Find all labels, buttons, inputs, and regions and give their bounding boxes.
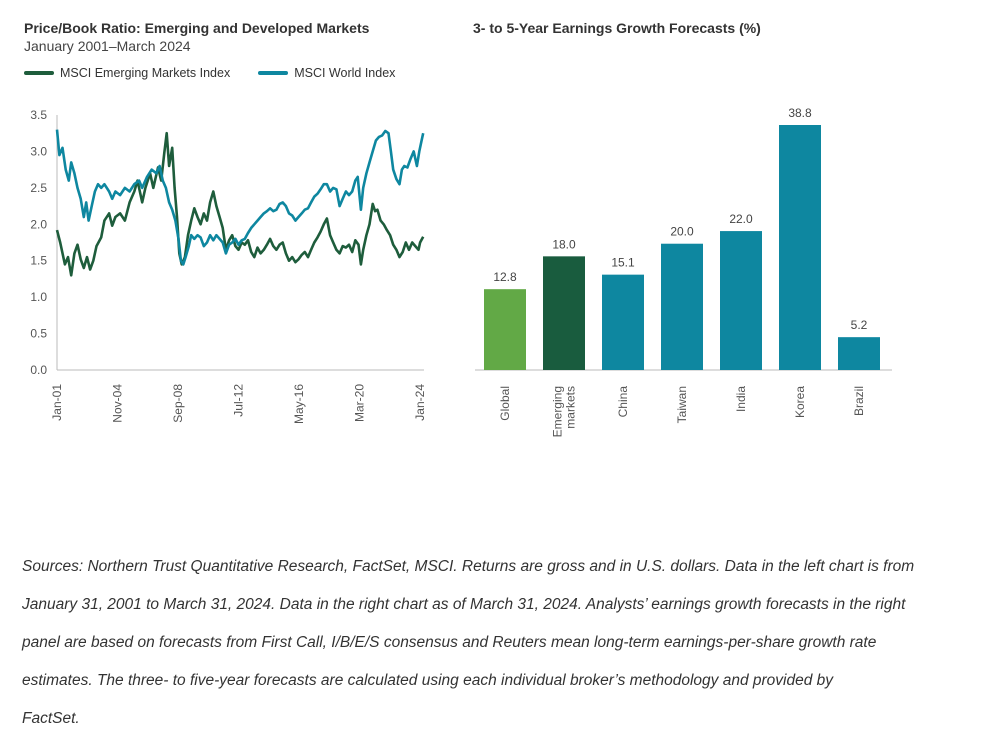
bar bbox=[661, 243, 703, 370]
bar-category-label: markets bbox=[564, 386, 578, 429]
legend-item-world: MSCI World Index bbox=[258, 66, 395, 80]
bar-value-label: 38.8 bbox=[788, 106, 812, 120]
bar-category-label: Global bbox=[498, 386, 512, 421]
bar-category-label: Emerging bbox=[551, 386, 565, 437]
footnote-line: January 31, 2001 to March 31, 2024. Data… bbox=[22, 596, 906, 613]
bar bbox=[779, 125, 821, 370]
y-tick-label: 0.0 bbox=[30, 363, 47, 377]
y-tick-label: 3.0 bbox=[30, 144, 47, 158]
bar-category-label: India bbox=[734, 386, 748, 412]
bar-value-label: 22.0 bbox=[729, 212, 753, 226]
y-tick-label: 0.5 bbox=[30, 327, 47, 341]
bar bbox=[720, 231, 762, 370]
bar bbox=[602, 274, 644, 370]
x-tick-label: Mar-20 bbox=[353, 384, 367, 422]
bar-value-label: 18.0 bbox=[552, 237, 576, 251]
legend-swatch-emerging bbox=[24, 71, 54, 75]
y-tick-label: 1.5 bbox=[30, 254, 47, 268]
bar bbox=[543, 256, 585, 370]
legend-item-emerging: MSCI Emerging Markets Index bbox=[24, 66, 230, 80]
right-chart-title: 3- to 5-Year Earnings Growth Forecasts (… bbox=[473, 20, 761, 36]
bar bbox=[838, 337, 880, 370]
sources-footnote: Sources: Northern Trust Quantitative Res… bbox=[22, 548, 992, 738]
left-chart-subtitle: January 2001–March 2024 bbox=[24, 38, 191, 54]
bar-value-label: 12.8 bbox=[493, 270, 517, 284]
bar-category-label: China bbox=[616, 386, 630, 418]
footnote-line: panel are based on forecasts from First … bbox=[22, 634, 877, 651]
x-tick-label: May-16 bbox=[292, 384, 306, 424]
bar bbox=[484, 289, 526, 370]
footnote-line: Sources: Northern Trust Quantitative Res… bbox=[22, 558, 915, 575]
bar-value-label: 5.2 bbox=[851, 318, 868, 332]
legend-label-emerging: MSCI Emerging Markets Index bbox=[60, 66, 231, 80]
line-chart-legend: MSCI Emerging Markets Index MSCI World I… bbox=[24, 66, 395, 80]
footnote-line: estimates. The three- to five-year forec… bbox=[22, 672, 834, 689]
series-line bbox=[55, 129, 425, 266]
y-tick-label: 1.0 bbox=[30, 290, 47, 304]
bar-category-label: Brazil bbox=[852, 386, 866, 416]
bar-value-label: 20.0 bbox=[670, 225, 694, 239]
footnote-line: FactSet. bbox=[22, 710, 80, 727]
y-tick-label: 2.0 bbox=[30, 217, 47, 231]
x-tick-label: Sep-08 bbox=[171, 384, 185, 423]
x-tick-label: Jan-24 bbox=[413, 384, 427, 421]
legend-swatch-world bbox=[258, 71, 289, 75]
bar-category-label: Taiwan bbox=[675, 386, 689, 423]
charts-svg: 0.0 0.5 1.0 1.5 2.0 2.5 3.0 3.5 Jan-01 Nov-04 Sep-… bbox=[30, 106, 892, 437]
y-tick-label: 3.5 bbox=[30, 108, 47, 122]
y-tick-label: 2.5 bbox=[30, 181, 47, 195]
x-tick-label: Jul-12 bbox=[232, 384, 246, 417]
bar-category-label: Korea bbox=[793, 386, 807, 418]
x-tick-label: Nov-04 bbox=[110, 384, 124, 423]
bar-value-label: 15.1 bbox=[611, 256, 635, 270]
series-line bbox=[55, 131, 425, 277]
legend-label-world: MSCI World Index bbox=[294, 66, 396, 80]
left-chart-title: Price/Book Ratio: Emerging and Developed… bbox=[24, 20, 370, 36]
x-tick-label: Jan-01 bbox=[50, 384, 64, 421]
